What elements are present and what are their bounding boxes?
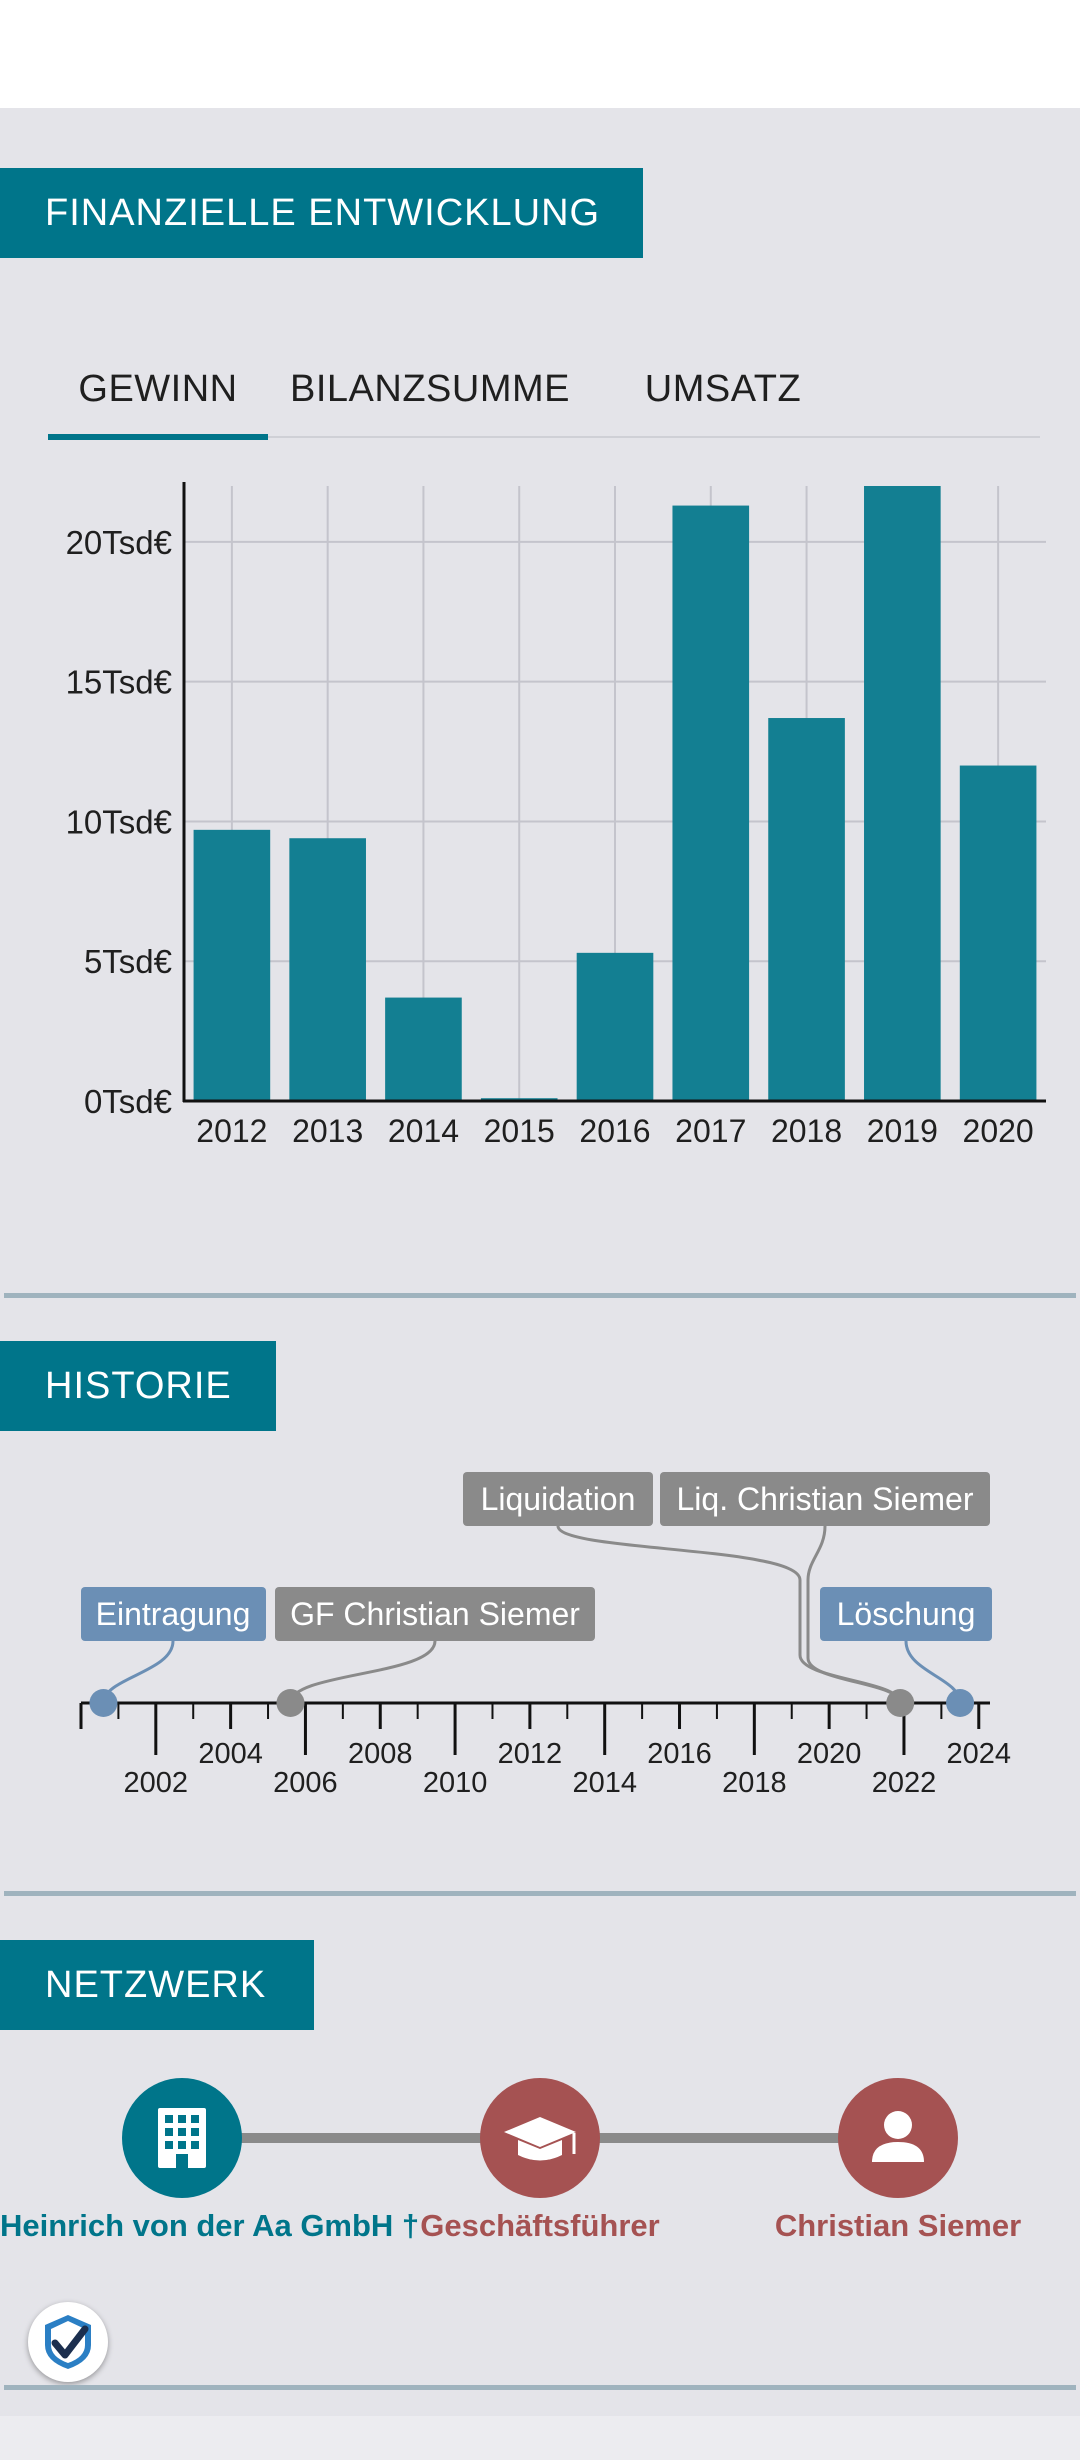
event-gf-christian-siemer-tag[interactable]: GF Christian Siemer xyxy=(275,1587,595,1641)
event-loeschung-tag[interactable]: Löschung xyxy=(820,1587,992,1641)
timeline-year-label: 2018 xyxy=(722,1767,787,1799)
building-icon xyxy=(158,2108,206,2168)
history-divider xyxy=(4,1891,1076,1896)
bar-2013[interactable] xyxy=(289,838,366,1101)
bar-2017[interactable] xyxy=(672,505,750,1101)
person-icon xyxy=(872,2111,924,2162)
bar-2020[interactable] xyxy=(959,765,1037,1101)
network-section-title: NETZWERK xyxy=(45,1963,267,2006)
timeline-year-label: 2014 xyxy=(572,1767,637,1799)
bar-2014[interactable] xyxy=(385,997,462,1101)
timeline-year-label: 2006 xyxy=(273,1767,338,1799)
x-tick-label: 2020 xyxy=(963,1113,1034,1149)
timeline-year-label: 2020 xyxy=(797,1738,862,1770)
event-liquidation-label: Liquidation xyxy=(481,1481,636,1517)
tab-umsatz[interactable]: UMSATZ xyxy=(628,340,818,438)
bar-2016[interactable] xyxy=(576,952,654,1101)
tab-bilanzsumme-label: BILANZSUMME xyxy=(290,367,570,410)
x-tick-label: 2013 xyxy=(292,1113,363,1149)
finance-divider xyxy=(4,1293,1076,1298)
finance-tabs: GEWINN BILANZSUMME UMSATZ xyxy=(48,340,1040,440)
connector-gf-christian-siemer xyxy=(288,1640,437,1704)
network-node-company[interactable] xyxy=(122,2078,242,2198)
event-liq-christian-siemer-tag[interactable]: Liq. Christian Siemer xyxy=(660,1472,990,1526)
event-eintragung-tag[interactable]: Eintragung xyxy=(81,1587,266,1641)
verification-badge[interactable] xyxy=(28,2302,108,2382)
history-section-header: HISTORIE xyxy=(0,1341,276,1431)
x-tick-label: 2014 xyxy=(388,1113,459,1149)
x-tick-label: 2017 xyxy=(675,1113,746,1149)
tabs-underline xyxy=(48,436,1040,438)
event-eintragung-label: Eintragung xyxy=(96,1596,251,1632)
y-tick-label: 5Tsd€ xyxy=(84,943,172,980)
verified-check-icon xyxy=(45,2315,91,2369)
network-divider xyxy=(4,2385,1076,2390)
timeline-year-label: 2004 xyxy=(198,1738,263,1770)
x-tick-label: 2018 xyxy=(771,1113,842,1149)
timeline-year-label: 2002 xyxy=(124,1767,189,1799)
event-gf-christian-siemer-label: GF Christian Siemer xyxy=(290,1596,580,1632)
x-tick-label: 2019 xyxy=(867,1113,938,1149)
top-bar xyxy=(0,0,1080,108)
network-section-header: NETZWERK xyxy=(0,1940,314,2030)
network-label-role: Geschäftsführer xyxy=(420,2208,660,2243)
bottom-bar xyxy=(0,2416,1080,2460)
y-tick-label: 10Tsd€ xyxy=(66,803,172,840)
tab-gewinn-label: GEWINN xyxy=(78,367,238,410)
tab-active-indicator xyxy=(48,434,268,440)
timeline-year-label: 2008 xyxy=(348,1738,413,1770)
bar-2019[interactable] xyxy=(864,486,941,1101)
event-loeschung-label: Löschung xyxy=(837,1596,976,1632)
timeline-dot-liquidation[interactable] xyxy=(886,1689,915,1717)
y-tick-label: 0Tsd€ xyxy=(84,1083,172,1120)
history-timeline: 2002 2004 2006 2008 2010 2012 2014 2016 2018 2020… xyxy=(79,1472,1012,1799)
bar-2012[interactable] xyxy=(193,829,271,1101)
tab-bilanzsumme[interactable]: BILANZSUMME xyxy=(280,340,580,438)
timeline-year-label: 2016 xyxy=(647,1738,712,1770)
x-tick-label: 2012 xyxy=(196,1113,267,1149)
bar-2018[interactable] xyxy=(768,718,845,1101)
network-label-company[interactable]: Heinrich von der Aa GmbH † xyxy=(0,2208,420,2243)
network-label-person[interactable]: Christian Siemer xyxy=(774,2208,1022,2243)
y-tick-label: 20Tsd€ xyxy=(66,524,172,561)
y-tick-label: 15Tsd€ xyxy=(66,664,172,701)
timeline-dot-eintragung[interactable] xyxy=(89,1689,118,1717)
connector-liq-christian-siemer xyxy=(806,1525,902,1704)
timeline-year-label: 2022 xyxy=(872,1767,937,1799)
finance-section-title: FINANZIELLE ENTWICKLUNG xyxy=(45,191,601,234)
timeline-dot-loeschung[interactable] xyxy=(946,1689,975,1717)
network-graph xyxy=(122,2078,958,2198)
event-liquidation-tag[interactable]: Liquidation xyxy=(463,1472,653,1526)
tab-umsatz-label: UMSATZ xyxy=(644,367,802,410)
x-tick-label: 2015 xyxy=(484,1113,555,1149)
graduation-cap-icon xyxy=(504,2117,576,2161)
history-section-title: HISTORIE xyxy=(45,1364,232,1407)
timeline-dot-gf-christian-siemer[interactable] xyxy=(276,1689,305,1717)
timeline-year-label: 2010 xyxy=(423,1767,488,1799)
tab-gewinn[interactable]: GEWINN xyxy=(48,340,268,438)
x-tick-label: 2016 xyxy=(579,1113,650,1149)
finance-section-header: FINANZIELLE ENTWICKLUNG xyxy=(0,168,643,258)
timeline-year-label: 2012 xyxy=(498,1738,563,1770)
network-node-person[interactable] xyxy=(838,2078,958,2198)
event-liq-christian-siemer-label: Liq. Christian Siemer xyxy=(677,1481,974,1517)
network-node-role[interactable] xyxy=(480,2078,600,2198)
timeline-year-label: 2024 xyxy=(947,1738,1012,1770)
profit-bar-chart: 0Tsd€ 5Tsd€ 10Tsd€ 15Tsd€ 20Tsd€ 2012 2013 201… xyxy=(66,482,1046,1149)
